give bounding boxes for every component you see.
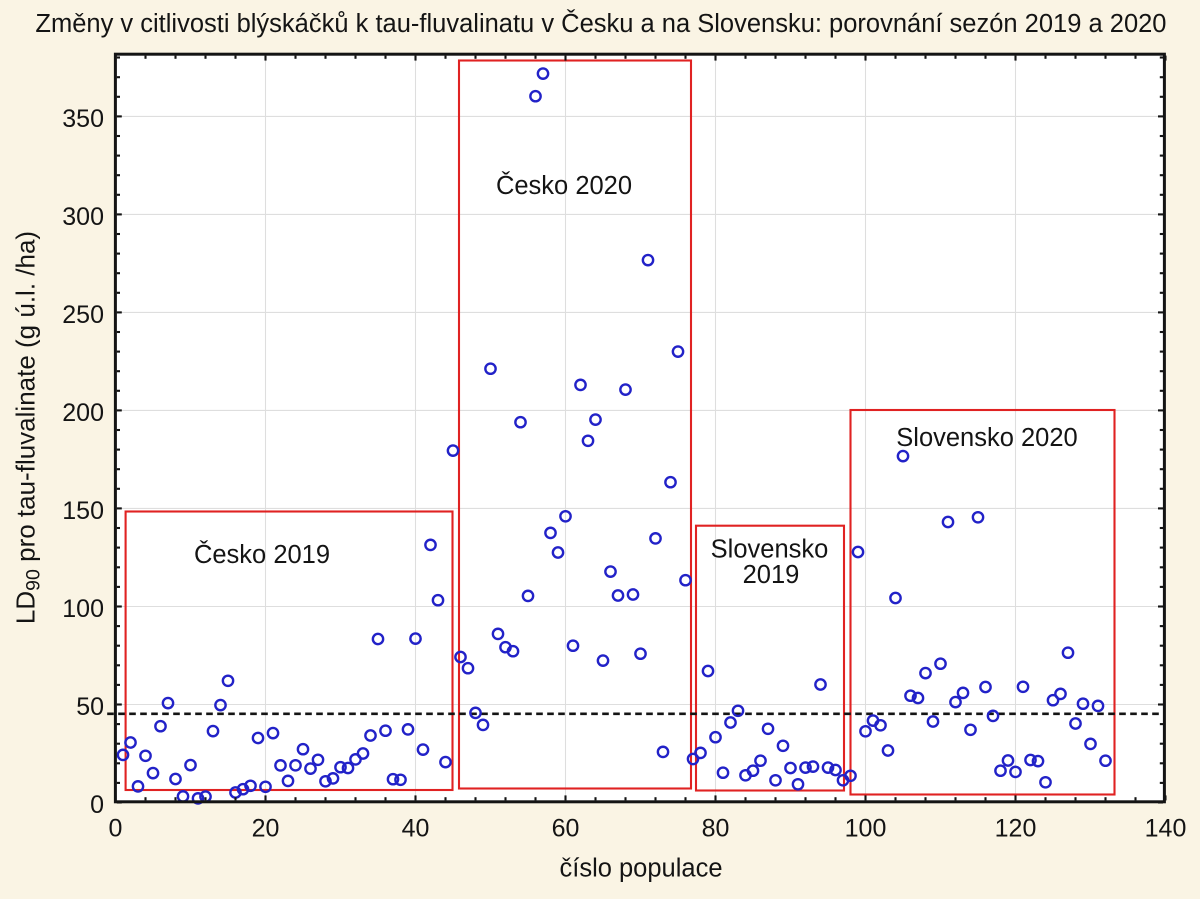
svg-text:40: 40 [402,815,430,843]
svg-text:LD90 pro tau-fluvalinate (g ú.: LD90 pro tau-fluvalinate (g ú.l. /ha) [11,231,45,624]
svg-text:Slovensko 2020: Slovensko 2020 [896,424,1077,452]
svg-text:50: 50 [76,693,104,721]
svg-text:100: 100 [62,595,104,623]
svg-text:Česko 2019: Česko 2019 [194,540,330,569]
svg-text:20: 20 [252,815,280,843]
svg-text:Slovensko: Slovensko [711,536,829,564]
svg-text:350: 350 [62,105,104,133]
svg-text:0: 0 [109,815,123,843]
svg-text:0: 0 [90,791,104,819]
svg-text:140: 140 [1145,815,1187,843]
svg-text:60: 60 [552,815,580,843]
svg-text:150: 150 [62,497,104,525]
svg-text:100: 100 [845,815,887,843]
svg-text:Česko 2020: Česko 2020 [496,171,632,200]
svg-text:80: 80 [702,815,730,843]
svg-text:300: 300 [62,203,104,231]
svg-text:2019: 2019 [743,561,800,589]
svg-text:Změny v citlivosti blýskáčků k: Změny v citlivosti blýskáčků k tau-fluva… [35,9,1166,38]
svg-text:200: 200 [62,399,104,427]
svg-text:250: 250 [62,301,104,329]
svg-text:120: 120 [995,815,1037,843]
svg-text:číslo populace: číslo populace [559,855,722,883]
